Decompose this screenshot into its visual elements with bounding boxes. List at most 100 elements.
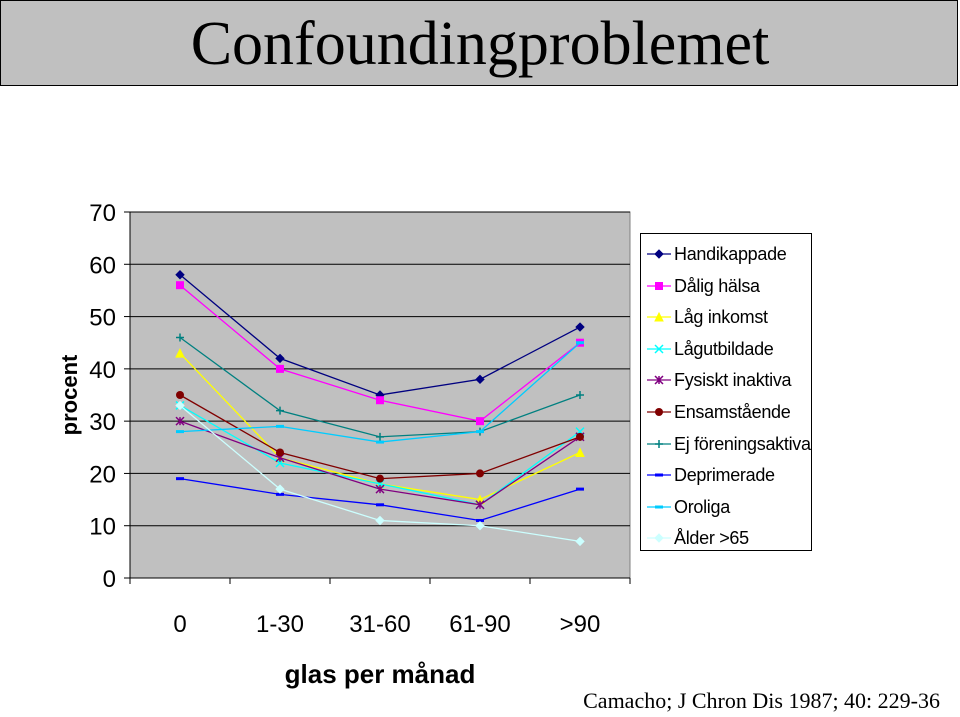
legend-entry: Ålder >65	[641, 522, 811, 554]
series	[175, 270, 585, 400]
data-point	[654, 312, 664, 322]
data-point	[276, 492, 284, 496]
x-axis-label: glas per månad	[285, 659, 476, 689]
legend-swatch	[647, 439, 671, 448]
series	[176, 391, 584, 483]
legend-entry: Dålig hälsa	[641, 270, 811, 302]
legend-label: Dålig hälsa	[674, 275, 760, 296]
data-point	[276, 406, 284, 415]
data-point	[276, 424, 284, 428]
y-axis-label: procent	[57, 354, 82, 435]
x-tick-label: 1-30	[256, 611, 304, 638]
legend-entry: Låg inkomst	[641, 301, 811, 333]
y-tick-label: 50	[89, 305, 116, 332]
data-point	[475, 500, 485, 510]
data-point	[376, 396, 384, 405]
data-point	[576, 391, 584, 399]
data-point	[175, 270, 185, 280]
data-point	[476, 430, 484, 434]
legend-swatch	[647, 344, 671, 354]
data-point	[575, 536, 585, 547]
line-chart: 0 10 20 30 40 50 60 70 0 1-30 31-60 61-90 >90 procen…	[57, 200, 631, 689]
legend-label: Låg inkomst	[674, 307, 768, 328]
data-point	[376, 503, 384, 507]
y-tick-label: 20	[89, 461, 116, 488]
x-tick-label: 0	[173, 611, 186, 638]
legend-swatch	[647, 408, 671, 416]
data-point	[655, 281, 663, 290]
data-point	[175, 348, 185, 358]
data-point	[655, 408, 663, 416]
legend-entry: Handikappade	[641, 238, 811, 270]
legend-swatch	[647, 249, 671, 259]
data-point	[575, 322, 585, 332]
legend-label: Deprimerade	[674, 465, 775, 486]
y-tick-label: 0	[103, 566, 116, 593]
legend-label: Ålder >65	[674, 528, 749, 549]
data-point	[275, 353, 285, 364]
data-point	[654, 375, 664, 385]
y-tick-label: 60	[89, 252, 116, 279]
data-point	[176, 333, 184, 342]
legend-swatch	[647, 473, 671, 477]
x-tick-label: 61-90	[449, 611, 510, 638]
series	[176, 477, 584, 522]
legend-label: Oroliga	[674, 496, 730, 517]
series	[176, 333, 584, 441]
data-point	[654, 533, 664, 544]
legend-entry: Ej föreningsaktiva	[641, 428, 811, 460]
series	[176, 341, 584, 444]
legend-label: Handikappade	[674, 244, 787, 264]
data-point	[375, 484, 385, 494]
data-point	[176, 391, 184, 399]
data-point	[475, 521, 485, 531]
legend-swatch	[647, 312, 671, 322]
data-point	[275, 484, 285, 494]
data-point	[176, 281, 184, 290]
data-point	[276, 364, 284, 373]
legend-swatch	[647, 375, 671, 385]
data-point	[276, 448, 284, 457]
legend-entry: Fysiskt inaktiva	[641, 364, 811, 396]
x-tick-label: 31-60	[349, 611, 410, 638]
series	[175, 400, 585, 547]
y-tick-label: 40	[89, 357, 116, 384]
citation: Camacho; J Chron Dis 1987; 40: 229-36	[583, 688, 940, 713]
data-point	[175, 400, 185, 411]
legend-label: Ensamstående	[674, 402, 791, 422]
data-point	[654, 344, 664, 354]
data-point	[176, 430, 184, 434]
data-point	[476, 469, 484, 478]
data-point	[576, 432, 584, 441]
x-tick-label: >90	[560, 611, 601, 638]
slide-title: Confoundingproblemet	[190, 10, 770, 78]
legend-entry: Deprimerade	[641, 459, 811, 491]
data-point	[575, 447, 585, 458]
data-point	[476, 417, 484, 426]
legend-label: Lågutbildade	[674, 338, 774, 359]
y-tick-label: 10	[89, 514, 116, 541]
legend-entry: Oroliga	[641, 491, 811, 523]
data-point	[376, 432, 384, 441]
data-point	[654, 249, 664, 259]
legend: Handikappade Dålig hälsa Låg inkomst Lågutb…	[640, 233, 812, 551]
legend-swatch	[647, 505, 671, 509]
data-point	[655, 505, 663, 509]
legend-entry: Ensamstående	[641, 396, 811, 428]
data-point	[655, 439, 663, 448]
legend-swatch	[647, 533, 671, 544]
data-point	[376, 440, 384, 444]
data-point	[655, 473, 663, 477]
data-point	[475, 374, 485, 385]
data-point	[175, 416, 185, 426]
data-point	[376, 474, 384, 483]
legend-label: Ej föreningsaktiva	[674, 433, 811, 454]
data-point	[576, 487, 584, 491]
data-point	[176, 477, 184, 481]
legend-label: Fysiskt inaktiva	[674, 370, 792, 391]
y-tick-label: 30	[89, 409, 116, 436]
title-band	[0, 0, 958, 86]
legend-entry: Lågutbildade	[641, 333, 811, 365]
data-point	[576, 341, 584, 345]
y-tick-label: 70	[89, 200, 116, 227]
